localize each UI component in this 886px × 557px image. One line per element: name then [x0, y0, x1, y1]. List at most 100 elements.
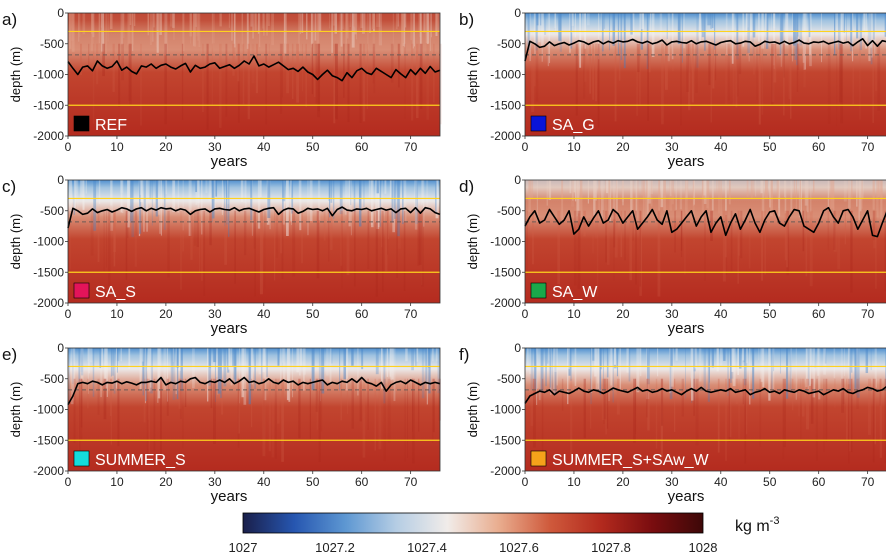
y-tick-label: -500: [497, 37, 521, 51]
x-tick-label: 50: [306, 475, 320, 489]
legend-label: SUMMER_S: [95, 452, 186, 469]
legend-swatch: [530, 282, 547, 299]
x-axis-label: years: [211, 320, 248, 337]
colorbar-unit-exponent: -3: [770, 515, 780, 527]
series-line-mixed-layer-depth: [67, 55, 441, 82]
heatmap-field: [68, 348, 440, 471]
y-tick-label: -1500: [490, 98, 521, 112]
x-tick-label: 50: [306, 140, 320, 154]
heatmap-field: [525, 180, 886, 303]
heatmap-streaks: [526, 180, 886, 297]
legend-swatch: [530, 115, 547, 132]
y-tick-label: -1000: [490, 68, 521, 82]
y-axis-label: depth (m): [465, 382, 480, 438]
x-tick-label: 60: [355, 307, 369, 321]
heatmap-field: [525, 13, 886, 136]
x-tick-label: 60: [355, 475, 369, 489]
x-tick-label: 20: [616, 307, 630, 321]
legend-swatch: [73, 282, 90, 299]
y-tick-label: -2000: [33, 296, 64, 310]
x-tick-label: 0: [65, 475, 72, 489]
y-tick-label: 0: [57, 173, 64, 187]
x-tick-label: 20: [616, 475, 630, 489]
y-tick-label: -1500: [33, 265, 64, 279]
y-axis-label: depth (m): [8, 382, 23, 438]
y-tick-label: -2000: [33, 464, 64, 478]
heatmap-field: [68, 180, 440, 303]
series-line-mixed-layer-depth: [524, 37, 886, 62]
heatmap-streaks: [527, 348, 886, 464]
y-tick-label: -1000: [33, 235, 64, 249]
y-tick-label: -500: [497, 204, 521, 218]
y-tick-label: -2000: [490, 296, 521, 310]
x-tick-label: 20: [159, 307, 173, 321]
legend-swatch: [73, 450, 90, 467]
x-tick-label: 20: [159, 475, 173, 489]
y-tick-label: 0: [514, 6, 521, 20]
x-tick-label: 30: [208, 307, 222, 321]
y-tick-label: -1000: [490, 403, 521, 417]
colorbar-tick-label: 1027.6: [499, 540, 539, 555]
y-tick-label: 0: [57, 341, 64, 355]
y-tick-label: 0: [57, 6, 64, 20]
x-axis-label: years: [668, 320, 705, 337]
x-tick-label: 40: [257, 307, 271, 321]
x-tick-label: 50: [306, 307, 320, 321]
y-tick-label: -500: [497, 372, 521, 386]
colorbar-gradient: [242, 512, 704, 534]
heatmap-streaks: [68, 13, 442, 130]
y-tick-label: 0: [514, 341, 521, 355]
y-tick-label: -500: [40, 37, 64, 51]
series-line-mixed-layer-depth: [67, 206, 441, 229]
legend-label: SA_S: [95, 284, 136, 301]
y-axis-label: depth (m): [465, 214, 480, 270]
x-tick-label: 40: [714, 307, 728, 321]
x-axis-label: years: [211, 488, 248, 505]
y-tick-label: -1500: [33, 98, 64, 112]
series-line-mixed-layer-depth: [524, 386, 886, 404]
legend-label: SUMMER_S+SAw_W: [552, 452, 710, 469]
y-axis-label: depth (m): [8, 214, 23, 270]
x-tick-label: 70: [404, 475, 418, 489]
x-tick-label: 0: [522, 475, 529, 489]
heatmap-streaks: [68, 348, 441, 464]
x-tick-label: 10: [567, 307, 581, 321]
y-tick-label: -2000: [490, 129, 521, 143]
y-tick-label: -2000: [33, 129, 64, 143]
x-tick-label: 40: [257, 475, 271, 489]
heatmap-streaks: [68, 180, 441, 297]
x-axis-label: years: [668, 488, 705, 505]
x-axis-label: years: [211, 153, 248, 170]
heatmap-field: [68, 13, 440, 136]
x-tick-label: 60: [812, 475, 826, 489]
legend-label: SA_W: [552, 284, 598, 301]
panel-letter: e): [2, 345, 17, 364]
y-tick-label: -2000: [490, 464, 521, 478]
panel-letter: a): [2, 10, 17, 29]
legend-swatch: [530, 450, 547, 467]
heatmap-streaks: [527, 13, 886, 128]
x-tick-label: 60: [355, 140, 369, 154]
x-tick-label: 30: [665, 307, 679, 321]
colorbar-tick-label: 1027.2: [315, 540, 355, 555]
series-line-mixed-layer-depth: [524, 206, 886, 238]
panel-letter: b): [459, 10, 474, 29]
x-tick-label: 40: [714, 140, 728, 154]
x-tick-label: 30: [665, 140, 679, 154]
x-tick-label: 50: [763, 140, 777, 154]
x-tick-label: 70: [861, 475, 875, 489]
y-tick-label: -1500: [33, 433, 64, 447]
colorbar-tick-label: 1027.8: [591, 540, 631, 555]
y-tick-label: -500: [40, 372, 64, 386]
x-tick-label: 30: [208, 140, 222, 154]
x-tick-label: 10: [110, 307, 124, 321]
y-axis-label: depth (m): [8, 47, 23, 103]
x-tick-label: 0: [522, 307, 529, 321]
colorbar-unit-main: kg m: [735, 518, 770, 535]
